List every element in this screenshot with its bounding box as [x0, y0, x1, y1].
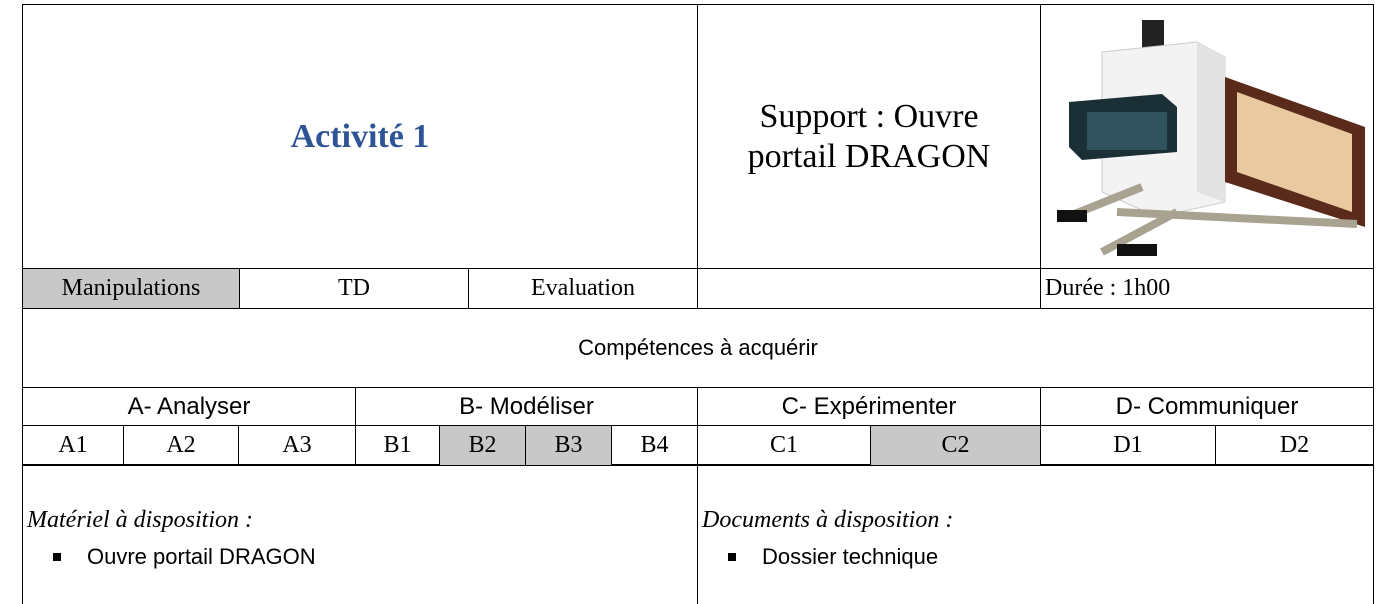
skill-group: D- Communiquer: [1115, 392, 1299, 420]
type-cell: Evaluation: [468, 268, 698, 309]
documents-item: Dossier technique: [728, 544, 938, 570]
type-cell: TD: [239, 268, 469, 309]
skill-group-cell: C- Expérimenter: [697, 387, 1041, 426]
skill-item: A3: [282, 432, 312, 458]
activity-type: Manipulations: [61, 275, 201, 301]
skill-item-cell: B3: [525, 425, 612, 466]
skill-item: A1: [58, 432, 88, 458]
skills-title-cell: Compétences à acquérir: [22, 308, 1374, 388]
bullet: [53, 553, 61, 561]
duration-cell: Durée : 1h00: [1040, 268, 1374, 309]
skill-item-cell: A3: [238, 425, 356, 466]
activity-type: TD: [338, 275, 370, 301]
duration: Durée : 1h00: [1045, 275, 1171, 301]
image-cell: [1040, 4, 1374, 269]
skill-group: C- Expérimenter: [781, 392, 957, 420]
empty-cell: [697, 268, 1041, 309]
support-cell: Support : Ouvre portail DRAGON: [697, 4, 1041, 269]
skill-item: B1: [383, 432, 412, 458]
activity-title: Activité 1: [290, 117, 430, 155]
documents-title: Documents à disposition :: [702, 507, 954, 533]
skills-title: Compétences à acquérir: [578, 335, 818, 360]
skill-group: A- Analyser: [127, 392, 251, 420]
skill-item: D1: [1113, 432, 1143, 458]
type-cell: Manipulations: [22, 268, 240, 309]
skill-item: D2: [1279, 432, 1310, 458]
skill-item-cell: A2: [123, 425, 239, 466]
materials-cell: Matériel à disposition : Ouvre portail D…: [22, 464, 698, 604]
skill-item-cell: B1: [355, 425, 440, 466]
support-label: Support : Ouvre portail DRAGON: [747, 97, 991, 175]
skill-item-cell: D1: [1040, 425, 1216, 466]
skill-item-cell: C2: [870, 425, 1041, 466]
skill-item-cell: A1: [22, 425, 124, 466]
skill-item: B4: [640, 432, 669, 458]
skill-item: B2: [468, 432, 497, 458]
skill-item: A2: [166, 432, 196, 458]
bullet: [728, 553, 736, 561]
skill-item-cell: D2: [1215, 425, 1374, 466]
skill-group-cell: A- Analyser: [22, 387, 356, 426]
documents-item-text: Dossier technique: [762, 544, 939, 569]
skill-group-cell: B- Modéliser: [355, 387, 698, 426]
skill-item-cell: B2: [439, 425, 526, 466]
materials-item: Ouvre portail DRAGON: [53, 544, 316, 570]
skill-item: C2: [941, 432, 970, 458]
skill-item: C1: [769, 432, 798, 458]
skill-item-cell: B4: [611, 425, 698, 466]
skill-group: B- Modéliser: [459, 392, 594, 420]
product-photo: [1057, 19, 1365, 256]
activity-type: Evaluation: [531, 275, 635, 301]
materials-item-text: Ouvre portail DRAGON: [87, 544, 316, 569]
skill-item-cell: C1: [697, 425, 871, 466]
documents-cell: Documents à disposition : Dossier techni…: [697, 464, 1374, 604]
skill-group-cell: D- Communiquer: [1040, 387, 1374, 426]
title-cell: Activité 1: [22, 4, 698, 269]
skill-item: B3: [554, 432, 583, 458]
materials-title: Matériel à disposition :: [27, 507, 253, 533]
